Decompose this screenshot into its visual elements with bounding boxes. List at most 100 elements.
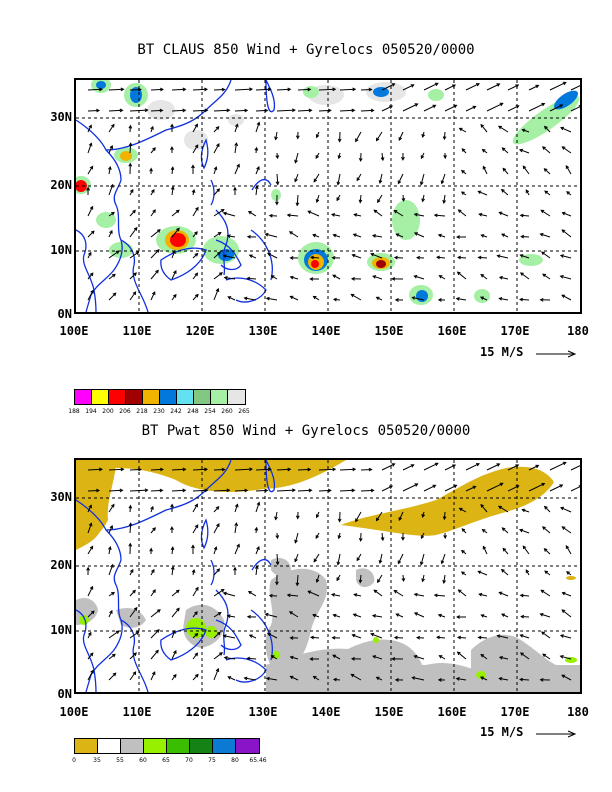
wind-vector-icon	[565, 164, 572, 175]
wind-vector-icon	[270, 275, 278, 280]
wind-vector-icon	[264, 232, 278, 238]
wind-vector-icon	[108, 144, 113, 154]
wind-vector-icon	[150, 568, 155, 576]
wind-vector-icon	[294, 152, 299, 164]
wind-vector-icon	[192, 108, 209, 113]
wind-vector-icon	[549, 461, 567, 471]
wind-vector-icon	[268, 593, 278, 598]
wind-vector-icon	[507, 105, 520, 112]
wind-vector-icon	[397, 553, 404, 565]
wind-vector-icon	[339, 108, 356, 113]
wind-vector-icon	[234, 467, 254, 472]
wind-vector-icon	[570, 85, 580, 91]
wind-vector-icon	[192, 123, 198, 133]
wind-vector-icon	[375, 511, 383, 522]
wind-vector-icon	[438, 275, 446, 280]
wind-vector-icon	[416, 635, 425, 640]
wind-vector-icon	[255, 108, 269, 113]
wind-vector-icon	[437, 298, 446, 302]
wind-vector-icon	[171, 249, 176, 259]
wind-vector-icon	[192, 503, 198, 513]
wind-vector-icon	[108, 672, 117, 681]
wind-vector-icon	[213, 667, 220, 681]
wind-vector-icon	[543, 548, 551, 555]
wind-vector-icon	[413, 654, 425, 660]
colorbar-swatch	[190, 739, 213, 753]
wind-vector-icon	[108, 273, 116, 280]
wind-vector-icon	[191, 189, 196, 196]
wind-vector-icon	[87, 488, 101, 493]
wind-vector-icon	[248, 634, 257, 639]
wind-vector-icon	[243, 296, 257, 301]
wind-vector-icon	[541, 526, 551, 534]
wind-vector-icon	[465, 485, 477, 492]
wind-vector-icon	[192, 231, 198, 238]
panel1-lon-100e: 100E	[59, 324, 89, 338]
wind-vector-icon	[570, 485, 580, 492]
wind-vector-icon	[337, 511, 342, 523]
wind-vector-icon	[339, 488, 356, 493]
wind-vector-icon	[171, 589, 180, 597]
wind-vector-icon	[255, 166, 260, 175]
wind-vector-icon	[213, 612, 222, 618]
wind-vector-icon	[254, 146, 259, 154]
wind-vector-icon	[440, 553, 446, 565]
panel1-lat-0n: 0N	[57, 307, 72, 321]
wind-vector-icon	[413, 232, 425, 238]
panel2-lon-180: 180	[567, 705, 589, 719]
wind-vector-icon	[170, 546, 175, 555]
wind-vector-icon	[458, 127, 467, 133]
colorbar-tick-label: 65.46	[249, 757, 267, 764]
wind-vector-icon	[332, 297, 341, 302]
wind-vector-icon	[275, 173, 280, 186]
wind-vector-icon	[352, 233, 362, 238]
wind-vector-icon	[234, 123, 239, 133]
wind-vector-icon	[294, 553, 299, 563]
wind-vector-icon	[539, 612, 551, 618]
wind-vector-icon	[402, 483, 419, 492]
wind-vector-icon	[350, 656, 362, 661]
wind-vector-icon	[264, 612, 278, 618]
panel2-lon-160e: 160E	[437, 705, 467, 719]
wind-vector-icon	[87, 631, 92, 639]
wind-vector-icon	[150, 249, 160, 259]
wind-vector-icon	[309, 657, 319, 661]
panel1-map-canvas	[76, 80, 580, 312]
panel2-map	[74, 458, 582, 694]
wind-vector-icon	[226, 234, 236, 238]
wind-vector-icon	[337, 131, 342, 143]
wind-vector-icon	[423, 82, 439, 91]
wind-vector-icon	[310, 635, 320, 640]
wind-vector-icon	[87, 610, 95, 618]
wind-vector-icon	[171, 607, 180, 618]
wind-vector-icon	[288, 611, 299, 618]
wind-vector-icon	[519, 213, 530, 218]
wind-vector-icon	[315, 574, 320, 583]
wind-vector-icon	[416, 255, 425, 260]
wind-vector-icon	[398, 511, 404, 521]
wind-vector-icon	[234, 163, 240, 175]
wind-vector-icon	[129, 652, 137, 660]
wind-vector-icon	[457, 255, 467, 260]
wind-vector-icon	[129, 226, 138, 238]
colorbar-tick-label: 200	[102, 408, 114, 415]
wind-vector-icon	[213, 272, 223, 280]
wind-vector-icon	[254, 185, 259, 196]
wind-vector-icon	[192, 632, 199, 639]
wind-vector-icon	[419, 553, 425, 566]
wind-vector-icon	[213, 87, 226, 92]
wind-vector-icon	[501, 233, 509, 238]
wind-vector-icon	[275, 553, 280, 566]
wind-vector-icon	[496, 634, 509, 639]
wind-vector-icon	[507, 84, 520, 91]
wind-vector-icon	[297, 467, 312, 472]
wind-vector-icon	[315, 511, 320, 519]
wind-vector-icon	[413, 212, 425, 217]
wind-vector-icon	[438, 655, 446, 660]
wind-vector-icon	[377, 194, 383, 204]
wind-vector-icon	[370, 632, 383, 639]
wind-vector-icon	[436, 255, 446, 260]
wind-vector-icon	[377, 574, 383, 584]
wind-vector-icon	[381, 83, 396, 91]
wind-vector-icon	[401, 574, 406, 582]
